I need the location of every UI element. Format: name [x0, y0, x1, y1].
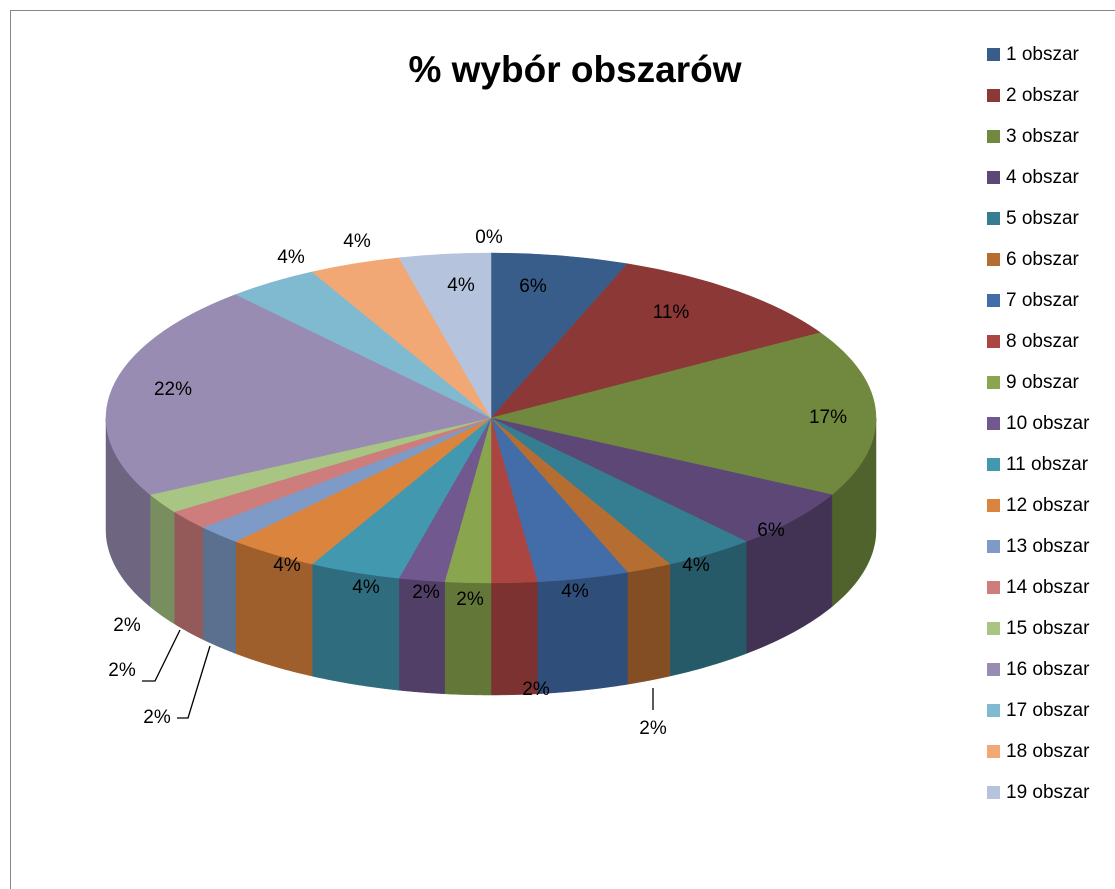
- data-label: 4%: [561, 581, 589, 602]
- pie-slice: [490, 417, 833, 542]
- legend-swatch: [987, 48, 1000, 61]
- legend-swatch: [987, 663, 1000, 676]
- legend-swatch: [987, 89, 1000, 102]
- legend-label: 18 obszar: [1006, 741, 1090, 762]
- legend-label: 11 obszar: [1006, 454, 1089, 475]
- legend-label: 9 obszar: [1006, 372, 1080, 393]
- data-label: 4%: [273, 555, 301, 576]
- legend-label: 6 obszar: [1006, 249, 1080, 270]
- data-label: 2%: [639, 718, 667, 739]
- pie-wall: [490, 581, 538, 696]
- pie-slice: [490, 332, 877, 495]
- legend-label: 7 obszar: [1006, 290, 1080, 311]
- legend-swatch: [987, 458, 1000, 471]
- data-label: 6%: [519, 276, 547, 297]
- legend-label: 15 obszar: [1006, 618, 1090, 639]
- legend-swatch: [987, 253, 1000, 266]
- data-label: 2%: [456, 589, 484, 610]
- legend-label: 10 obszar: [1006, 413, 1090, 434]
- legend-label: 12 obszar: [1006, 495, 1090, 516]
- data-label: 2%: [108, 660, 136, 681]
- data-label: 2%: [522, 679, 550, 700]
- pie-slice: [398, 252, 492, 419]
- legend-swatch: [987, 622, 1000, 635]
- legend-swatch: [987, 417, 1000, 430]
- data-label: 2%: [113, 615, 141, 636]
- leader-line: [142, 629, 181, 682]
- legend-label: 16 obszar: [1006, 659, 1090, 680]
- legend-swatch: [987, 212, 1000, 225]
- data-label: 17%: [809, 407, 847, 428]
- pie-walls: [105, 417, 877, 696]
- legend-swatch: [987, 335, 1000, 348]
- pie-wall: [149, 494, 175, 625]
- leader-line: [177, 645, 211, 719]
- data-label: 22%: [154, 379, 192, 400]
- legend-label: 4 obszar: [1006, 167, 1080, 188]
- data-labels: 6% 11% 17% 6% 4% 2% 4% 2% 2% 2% 4% 4% 2% 2% 2% 22% 4% 4% 4…: [108, 227, 847, 739]
- pie-wall: [627, 563, 671, 685]
- legend: 1 obszar 2 obszar 3 obszar 4 obszar 5 obszar…: [987, 44, 1090, 803]
- pie-wall: [173, 511, 204, 640]
- legend-label: 5 obszar: [1006, 208, 1080, 229]
- legend-label: 3 obszar: [1006, 126, 1080, 147]
- data-label: 4%: [447, 275, 475, 296]
- legend-swatch: [987, 540, 1000, 553]
- legend-swatch: [987, 581, 1000, 594]
- legend-swatch: [987, 786, 1000, 799]
- legend-label: 13 obszar: [1006, 536, 1090, 557]
- pie-slice: [105, 294, 492, 495]
- legend-label: 2 obszar: [1006, 85, 1080, 106]
- data-label: 6%: [757, 520, 785, 541]
- pie-slice: [490, 252, 629, 419]
- data-label: 4%: [682, 555, 710, 576]
- data-label: 0%: [475, 227, 503, 248]
- pie-tops: [105, 252, 877, 584]
- pie-slice: [490, 263, 822, 419]
- leader-lines: [142, 629, 654, 719]
- data-label: 4%: [352, 577, 380, 598]
- chart-title: % wybór obszarów: [408, 49, 741, 90]
- legend-swatch: [987, 171, 1000, 184]
- data-label: 2%: [412, 582, 440, 603]
- legend-swatch: [987, 499, 1000, 512]
- legend-swatch: [987, 294, 1000, 307]
- legend-swatch: [987, 704, 1000, 717]
- data-label: 4%: [277, 247, 305, 268]
- legend-swatch: [987, 745, 1000, 758]
- legend-label: 19 obszar: [1006, 782, 1090, 803]
- legend-label: 1 obszar: [1006, 44, 1080, 65]
- chart-border: [10, 10, 1115, 889]
- legend-label: 14 obszar: [1006, 577, 1090, 598]
- legend-label: 17 obszar: [1006, 700, 1090, 721]
- data-label: 2%: [143, 707, 171, 728]
- pie-wall: [202, 527, 236, 654]
- data-label: 4%: [343, 231, 371, 252]
- legend-label: 8 obszar: [1006, 331, 1080, 352]
- legend-swatch: [987, 376, 1000, 389]
- data-label: 11%: [653, 302, 690, 323]
- legend-swatch: [987, 130, 1000, 143]
